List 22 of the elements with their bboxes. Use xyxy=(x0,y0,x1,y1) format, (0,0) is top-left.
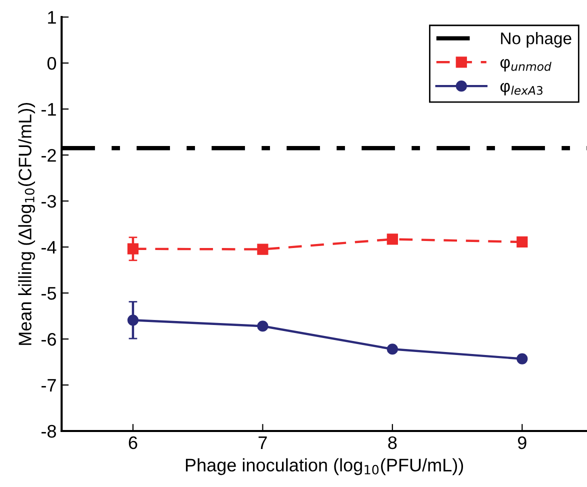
y-tick-label: -8 xyxy=(42,424,56,438)
legend-label: φ$_{lexA3}$ xyxy=(500,82,542,96)
y-axis-title: Mean killing (Δlog$_{10}$(CFU/mL)) xyxy=(18,102,36,345)
y-tick-label: -4 xyxy=(42,241,56,254)
x-tick-label: 7 xyxy=(258,436,267,449)
point xyxy=(516,353,528,364)
y-tick-label: -6 xyxy=(42,332,56,346)
y-tick-label: -2 xyxy=(42,148,56,162)
y-tick-label: -5 xyxy=(42,287,56,300)
y-tick-label: -3 xyxy=(42,194,56,208)
x-axis-title: Phage inoculation (log$_{10}$(PFU/mL)) xyxy=(186,458,464,476)
x-tick-label: 8 xyxy=(388,436,397,450)
legend-label: No phage xyxy=(501,32,572,48)
x-tick-label: 9 xyxy=(518,436,526,450)
y-tick-label: -1 xyxy=(42,103,56,116)
y-tick-label: 1 xyxy=(48,11,56,24)
y-tick-label: 0 xyxy=(47,56,56,70)
point xyxy=(386,344,398,355)
point xyxy=(257,320,268,332)
y-tick-label: -7 xyxy=(42,379,56,392)
x-tick-label: 6 xyxy=(128,436,138,450)
legend-label: φ$_{unmod}$ xyxy=(500,58,552,72)
